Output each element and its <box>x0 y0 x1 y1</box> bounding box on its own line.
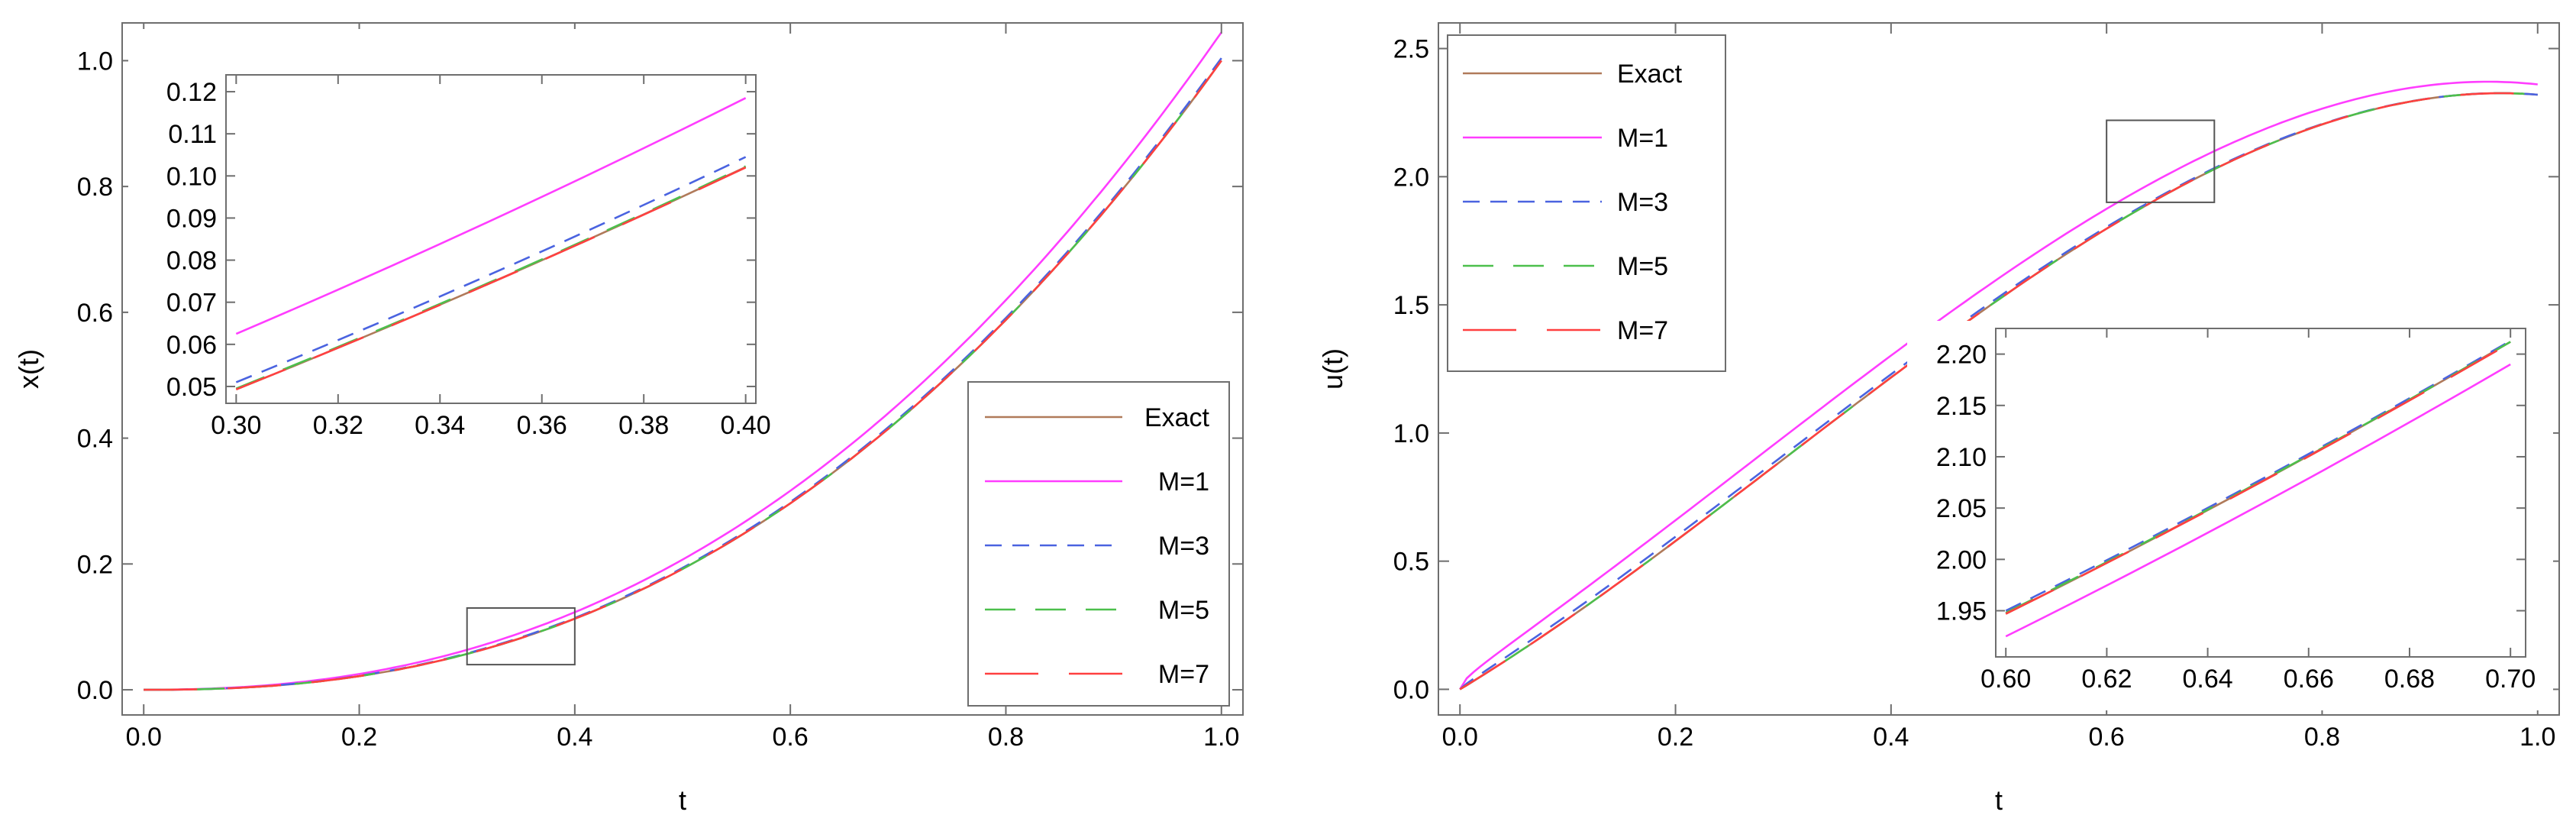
left-y-axis-label: x(t) <box>13 349 44 389</box>
right-xtick-label: 0.2 <box>1658 723 1693 752</box>
right-legend-label: M=5 <box>1617 252 1668 281</box>
left-plot-frame <box>121 22 1244 716</box>
left-inset-series <box>235 97 747 391</box>
right-ytick-label: 2.0 <box>1393 163 1429 192</box>
left-inset-ytick-label: 0.12 <box>166 78 217 107</box>
right-inset-ytick-label: 2.05 <box>1936 494 1987 523</box>
right-inset-xtick-label: 0.70 <box>2485 665 2536 694</box>
left-legend: Exact M=1 M=3 M=5 M=7 <box>967 381 1230 707</box>
right-inset: 0.60 0.62 0.64 0.66 0.68 0.70 1.95 2.00 2.05 2.10… <box>1907 321 2553 710</box>
left-ytick-label: 0.2 <box>77 550 113 579</box>
right-legend-box <box>1447 34 1726 372</box>
right-legend-label: Exact <box>1617 60 1683 89</box>
right-inset-ytick-label: 2.15 <box>1936 392 1987 421</box>
right-y-axis-label: u(t) <box>1317 348 1348 390</box>
left-inset-xtick-label: 0.30 <box>211 411 261 440</box>
left-ytick-label: 0.4 <box>77 425 113 454</box>
left-legend-label: Exact <box>1144 403 1210 432</box>
left-inset-ytick-label: 0.07 <box>166 289 217 318</box>
right-legend: Exact M=1 M=3 M=5 M=7 <box>1447 34 1726 372</box>
right-line-m7 <box>1459 92 2538 691</box>
right-xtick-label: 0.0 <box>1442 723 1478 752</box>
left-inset-line-m1 <box>235 97 747 335</box>
right-zoom-box <box>2106 119 2216 203</box>
left-xtick-label: 0.8 <box>988 723 1024 752</box>
left-legend-label: M=5 <box>1158 596 1209 625</box>
left-inset-line-m3 <box>235 156 747 383</box>
left-chart: 0.0 0.2 0.4 0.6 0.8 1.0 0.0 0.2 0.4 0.6 0.8 1.0 t x… <box>13 22 1244 816</box>
left-inset-frame <box>225 74 757 404</box>
right-inset-line-m7 <box>2005 341 2511 615</box>
right-inset-ytick-label: 2.00 <box>1936 545 1987 574</box>
left-legend-label: M=3 <box>1158 532 1209 561</box>
left-xtick-label: 1.0 <box>1203 723 1239 752</box>
right-plot-frame <box>1438 22 2560 716</box>
left-ticks: 0.0 0.2 0.4 0.6 0.8 1.0 0.0 0.2 0.4 0.6 0.8 1.0 <box>77 23 1243 752</box>
right-ticks: 0.0 0.2 0.4 0.6 0.8 1.0 0.0 0.5 1.0 1.5 2.0 2.5 <box>1393 23 2559 752</box>
right-ytick-label: 0.0 <box>1393 675 1429 704</box>
right-inset-line-m5 <box>2005 341 2511 614</box>
right-ytick-label: 1.0 <box>1393 419 1429 448</box>
left-inset-ticks: 0.30 0.32 0.34 0.36 0.38 0.40 0.05 0.06 0.07 0.08… <box>166 75 771 440</box>
right-inset-series <box>2005 339 2511 638</box>
right-x-axis-label: t <box>1995 784 2003 816</box>
left-inset-ytick-label: 0.08 <box>166 247 217 276</box>
right-ytick-label: 2.5 <box>1393 35 1429 64</box>
left-inset-xtick-label: 0.38 <box>618 411 669 440</box>
left-legend-label: M=1 <box>1158 467 1209 496</box>
right-xtick-label: 0.8 <box>2304 723 2340 752</box>
left-inset-ytick-label: 0.11 <box>168 120 217 149</box>
left-ytick-label: 1.0 <box>77 47 113 76</box>
right-inset-xtick-label: 0.64 <box>2183 665 2233 694</box>
left-legend-box <box>967 381 1230 707</box>
right-xtick-label: 1.0 <box>2520 723 2555 752</box>
left-series-group <box>144 31 1222 691</box>
left-inset: 0.30 0.32 0.34 0.36 0.38 0.40 0.05 0.06 0.07 0.08… <box>128 29 771 446</box>
left-xtick-label: 0.0 <box>126 723 162 752</box>
left-xtick-label: 0.6 <box>773 723 809 752</box>
right-inset-line-m1 <box>2005 363 2511 638</box>
left-inset-ytick-label: 0.09 <box>166 204 217 233</box>
right-chart: 0.0 0.2 0.4 0.6 0.8 1.0 0.0 0.5 1.0 1.5 2.0 2.5 t u… <box>1317 22 2560 816</box>
left-line-m1 <box>144 31 1222 691</box>
right-series-group <box>1459 80 2538 691</box>
right-line-m1 <box>1459 80 2538 691</box>
left-legend-label: M=7 <box>1158 660 1209 689</box>
right-legend-label: M=3 <box>1617 188 1668 217</box>
left-inset-line-m7 <box>235 167 747 391</box>
left-zoom-box <box>466 606 576 666</box>
right-inset-ytick-label: 2.20 <box>1936 341 1987 370</box>
left-ytick-label: 0.0 <box>77 676 113 705</box>
left-xtick-label: 0.2 <box>341 723 377 752</box>
right-inset-ticks: 0.60 0.62 0.64 0.66 0.68 0.70 1.95 2.00 2.05 2.10… <box>1936 328 2536 694</box>
right-inset-xtick-label: 0.60 <box>1980 665 2031 694</box>
left-inset-ytick-label: 0.06 <box>166 331 217 360</box>
right-inset-xtick-label: 0.66 <box>2284 665 2334 694</box>
right-legend-label: M=1 <box>1617 124 1668 153</box>
right-ytick-label: 0.5 <box>1393 548 1429 577</box>
right-legend-label: M=7 <box>1617 316 1668 345</box>
left-inset-xtick-label: 0.32 <box>313 411 363 440</box>
right-inset-ytick-label: 2.10 <box>1936 443 1987 472</box>
left-inset-xtick-label: 0.36 <box>517 411 567 440</box>
left-inset-ytick-label: 0.10 <box>166 162 217 191</box>
left-line-m7 <box>144 60 1222 691</box>
right-ytick-label: 1.5 <box>1393 291 1429 320</box>
right-inset-ytick-label: 1.95 <box>1936 597 1987 626</box>
right-inset-frame <box>1995 328 2526 658</box>
right-inset-xtick-label: 0.68 <box>2384 665 2435 694</box>
right-xtick-label: 0.4 <box>1873 723 1909 752</box>
right-xtick-label: 0.6 <box>2089 723 2125 752</box>
left-ytick-label: 0.8 <box>77 173 113 202</box>
left-xtick-label: 0.4 <box>557 723 592 752</box>
left-inset-xtick-label: 0.40 <box>721 411 771 440</box>
left-ytick-label: 0.6 <box>77 299 113 328</box>
left-x-axis-label: t <box>679 784 686 816</box>
left-inset-ytick-label: 0.05 <box>166 373 217 402</box>
right-inset-line-m3 <box>2005 339 2511 612</box>
left-inset-xtick-label: 0.34 <box>415 411 465 440</box>
right-inset-xtick-label: 0.62 <box>2081 665 2132 694</box>
